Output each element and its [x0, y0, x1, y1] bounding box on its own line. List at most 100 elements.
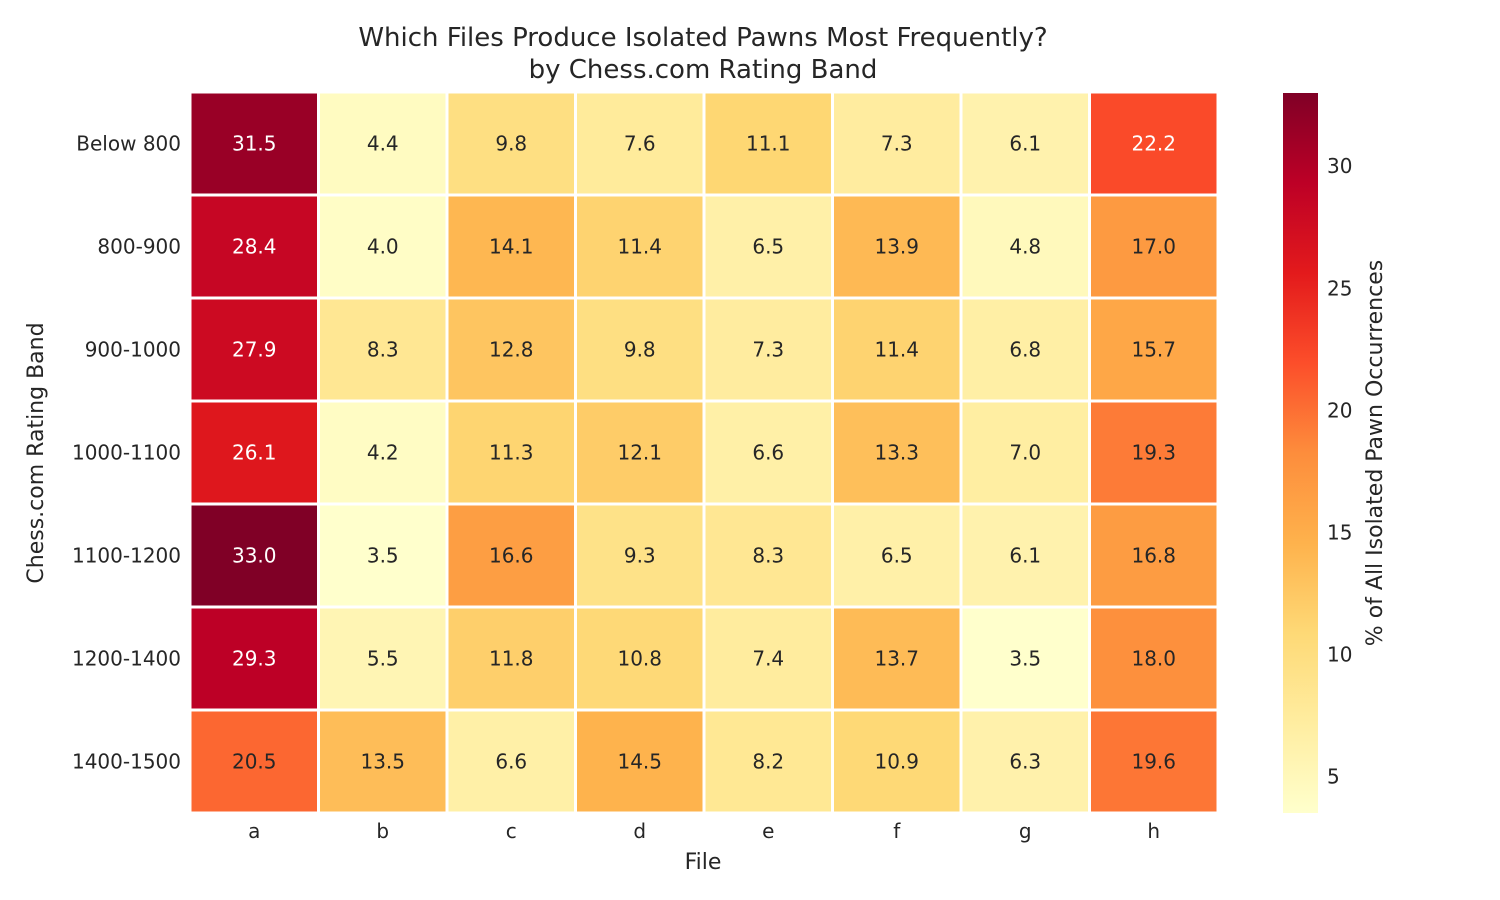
cell-value-label: 28.4: [232, 235, 277, 259]
x-tick-label: d: [633, 819, 646, 843]
heatmap-cell: [574, 296, 706, 403]
cell-value-label: 8.3: [367, 338, 399, 362]
cell-value-label: 11.1: [746, 132, 791, 156]
cell-value-label: 9.3: [624, 544, 656, 568]
colorbar-tick-label: 20: [1327, 398, 1352, 422]
heatmap-cell: [831, 605, 963, 712]
chart-title: Which Files Produce Isolated Pawns Most …: [358, 23, 1047, 53]
cell-value-label: 19.3: [1131, 441, 1176, 465]
cell-value-label: 12.1: [617, 441, 662, 465]
cell-value-label: 3.5: [1009, 647, 1041, 671]
heatmap-cell: [445, 399, 577, 506]
heatmap-cell: [1088, 708, 1220, 815]
heatmap-cell: [959, 605, 1091, 712]
heatmap-cell: [959, 399, 1091, 506]
cell-value-label: 7.6: [624, 132, 656, 156]
x-tick-labels: a b c d e f g h: [248, 819, 1160, 843]
y-axis-label: Chess.com Rating Band: [24, 322, 49, 583]
colorbar-tick-label: 30: [1327, 154, 1352, 178]
cell-value-label: 6.1: [1009, 132, 1041, 156]
y-tick-label: 1000-1100: [72, 441, 181, 465]
cell-value-label: 8.3: [752, 544, 784, 568]
cell-value-label: 11.4: [617, 235, 662, 259]
cell-value-label: 6.6: [752, 441, 784, 465]
x-tick-label: f: [893, 819, 901, 843]
heatmap-cell: [188, 90, 320, 197]
cell-value-label: 4.8: [1009, 235, 1041, 259]
heatmap-cell: [702, 502, 834, 609]
heatmap-cell: [831, 90, 963, 197]
cell-value-label: 16.6: [489, 544, 534, 568]
heatmap-cell: [1088, 502, 1220, 609]
x-tick-label: a: [248, 819, 260, 843]
cell-value-label: 14.5: [617, 750, 662, 774]
y-tick-label: 900-1000: [85, 338, 181, 362]
cell-value-label: 31.5: [232, 132, 277, 156]
heatmap-cell: [574, 399, 706, 506]
heatmap-cell: [702, 605, 834, 712]
x-tick-label: b: [376, 819, 389, 843]
x-tick-label: h: [1147, 819, 1160, 843]
cell-value-label: 4.0: [367, 235, 399, 259]
cell-value-label: 4.4: [367, 132, 399, 156]
heatmap-cell: [1088, 605, 1220, 712]
cell-value-label: 18.0: [1131, 647, 1176, 671]
heatmap-cell: [959, 708, 1091, 815]
cell-value-label: 13.7: [874, 647, 919, 671]
heatmap-cell: [702, 296, 834, 403]
chart-subtitle: by Chess.com Rating Band: [529, 55, 878, 85]
colorbar-ticks: 5 10 15 20 25 30: [1327, 154, 1352, 788]
cell-value-label: 26.1: [232, 441, 277, 465]
colorbar-tick-label: 10: [1327, 642, 1352, 666]
heatmap-cell: [1088, 90, 1220, 197]
x-tick-label: e: [762, 819, 774, 843]
colorbar-tick-label: 15: [1327, 520, 1352, 544]
heatmap-cell: [188, 296, 320, 403]
heatmap-cell: [188, 708, 320, 815]
cell-value-label: 13.3: [874, 441, 919, 465]
cell-value-label: 7.3: [881, 132, 913, 156]
cell-value-label: 7.0: [1009, 441, 1041, 465]
x-axis-label: File: [685, 850, 722, 875]
cell-value-label: 6.1: [1009, 544, 1041, 568]
cell-value-label: 7.4: [752, 647, 784, 671]
y-tick-labels: Below 800 800-900 900-1000 1000-1100 1100-12…: [72, 132, 181, 774]
cell-value-label: 4.2: [367, 441, 399, 465]
cell-value-label: 3.5: [367, 544, 399, 568]
cell-value-label: 8.2: [752, 750, 784, 774]
cell-value-label: 29.3: [232, 647, 277, 671]
heatmap-cell: [702, 399, 834, 506]
heatmap-cell: [574, 502, 706, 609]
cell-value-label: 11.8: [489, 647, 534, 671]
colorbar-tick-label: 25: [1327, 276, 1352, 300]
heatmap-cells: 31.5 4.4 9.8 7.6 11.1 7.3 6.1 22.2 28.4 4.0 14.1 11…: [188, 90, 1220, 815]
y-tick-label: 1100-1200: [72, 544, 181, 568]
cell-value-label: 6.8: [1009, 338, 1041, 362]
cell-value-label: 7.3: [752, 338, 784, 362]
heatmap-cell: [702, 708, 834, 815]
heatmap-cell: [445, 296, 577, 403]
cell-value-label: 33.0: [232, 544, 277, 568]
colorbar-tick-label: 5: [1327, 764, 1340, 788]
cell-value-label: 6.6: [495, 750, 527, 774]
cell-value-label: 27.9: [232, 338, 277, 362]
y-tick-label: Below 800: [76, 132, 181, 156]
cell-value-label: 12.8: [489, 338, 534, 362]
heatmap-cell: [317, 193, 449, 300]
cell-value-label: 13.9: [874, 235, 919, 259]
heatmap-cell: [831, 296, 963, 403]
cell-value-label: 5.5: [367, 647, 399, 671]
cell-value-label: 14.1: [489, 235, 534, 259]
heatmap-cell: [1088, 193, 1220, 300]
y-tick-label: 1200-1400: [72, 647, 181, 671]
cell-value-label: 13.5: [360, 750, 405, 774]
cell-value-label: 22.2: [1131, 132, 1176, 156]
heatmap-cell: [1088, 296, 1220, 403]
heatmap-cell: [317, 296, 449, 403]
cell-value-label: 6.5: [881, 544, 913, 568]
cell-value-label: 20.5: [232, 750, 277, 774]
heatmap-cell: [317, 90, 449, 197]
cell-value-label: 6.3: [1009, 750, 1041, 774]
heatmap-cell: [574, 193, 706, 300]
x-tick-label: g: [1019, 819, 1032, 843]
